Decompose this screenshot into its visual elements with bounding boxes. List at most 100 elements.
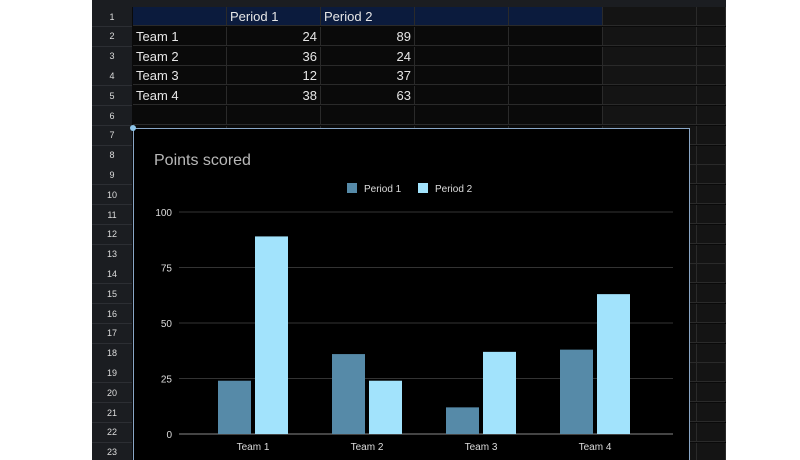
cell[interactable] xyxy=(133,106,227,125)
bar-period-1[interactable] xyxy=(332,354,365,434)
cell[interactable] xyxy=(603,7,697,26)
cell[interactable] xyxy=(509,66,603,86)
row-header[interactable]: 17 xyxy=(92,323,132,344)
cell[interactable] xyxy=(415,66,509,86)
cell[interactable] xyxy=(697,343,726,363)
cell[interactable] xyxy=(415,26,509,46)
row-header[interactable]: 16 xyxy=(92,304,132,324)
cell[interactable] xyxy=(415,46,509,66)
cell[interactable] xyxy=(697,422,726,442)
legend-label: Period 2 xyxy=(435,184,473,195)
cell[interactable]: Period 2 xyxy=(321,7,415,26)
bar-period-2[interactable] xyxy=(483,351,516,434)
bar-period-2[interactable] xyxy=(369,380,402,434)
cell[interactable] xyxy=(697,46,726,66)
row-header[interactable]: 5 xyxy=(92,86,132,107)
cell[interactable] xyxy=(697,185,726,205)
cell[interactable]: 24 xyxy=(227,26,321,46)
cell[interactable] xyxy=(697,165,726,185)
cell[interactable] xyxy=(509,7,603,26)
row-header[interactable]: 20 xyxy=(92,383,132,404)
cell[interactable]: 38 xyxy=(227,86,321,106)
row-header[interactable]: 14 xyxy=(92,264,132,285)
y-tick-label: 75 xyxy=(161,264,173,275)
cell[interactable] xyxy=(509,46,603,66)
cell[interactable] xyxy=(603,66,697,86)
cell[interactable]: 36 xyxy=(227,46,321,66)
cell[interactable] xyxy=(227,106,321,125)
row-header[interactable]: 11 xyxy=(92,205,132,225)
row-header[interactable]: 10 xyxy=(92,185,132,206)
cell[interactable] xyxy=(603,106,697,125)
chart-title: Points scored xyxy=(154,152,251,169)
cell[interactable] xyxy=(697,403,726,422)
cell[interactable] xyxy=(415,86,509,106)
cell[interactable] xyxy=(697,205,726,224)
cell[interactable] xyxy=(697,323,726,343)
cell[interactable] xyxy=(697,7,726,26)
chart-resize-handle[interactable] xyxy=(130,125,136,131)
row-header[interactable]: 12 xyxy=(92,224,132,245)
row-header[interactable]: 21 xyxy=(92,403,132,423)
bar-period-1[interactable] xyxy=(560,349,593,434)
cell[interactable] xyxy=(697,145,726,165)
cell[interactable] xyxy=(603,46,697,66)
row-header[interactable]: 22 xyxy=(92,422,132,443)
cell[interactable]: 12 xyxy=(227,66,321,86)
cell[interactable]: Period 1 xyxy=(227,7,321,26)
cell[interactable] xyxy=(697,125,726,145)
bar-period-1[interactable] xyxy=(446,407,479,434)
row-header[interactable]: 13 xyxy=(92,244,132,265)
row-header[interactable]: 19 xyxy=(92,363,132,384)
cell[interactable] xyxy=(603,86,697,106)
y-tick-label: 50 xyxy=(161,319,173,330)
cell[interactable]: 89 xyxy=(321,26,415,46)
row-header[interactable]: 9 xyxy=(92,165,132,186)
column-header-bar xyxy=(92,0,726,7)
cell[interactable] xyxy=(697,244,726,264)
row-header[interactable]: 3 xyxy=(92,46,132,67)
cell[interactable] xyxy=(509,106,603,125)
row-header[interactable]: 8 xyxy=(92,145,132,166)
cell[interactable] xyxy=(133,7,227,26)
cell[interactable] xyxy=(697,26,726,46)
cell[interactable] xyxy=(697,363,726,383)
row-header[interactable]: 7 xyxy=(92,125,132,146)
cell[interactable] xyxy=(509,26,603,46)
cell[interactable] xyxy=(509,86,603,106)
cell[interactable] xyxy=(697,304,726,323)
row-header[interactable]: 6 xyxy=(92,106,132,126)
legend-swatch xyxy=(418,183,428,193)
row-header[interactable]: 2 xyxy=(92,26,132,47)
cell[interactable] xyxy=(697,224,726,244)
cell[interactable]: Team 2 xyxy=(133,46,227,66)
cell[interactable]: Team 3 xyxy=(133,66,227,86)
cell[interactable]: Team 4 xyxy=(133,86,227,106)
cell[interactable] xyxy=(415,106,509,125)
cell[interactable]: 24 xyxy=(321,46,415,66)
cell[interactable] xyxy=(697,442,726,460)
x-tick-label: Team 4 xyxy=(579,442,612,453)
cell[interactable] xyxy=(697,264,726,284)
cell[interactable] xyxy=(321,106,415,125)
cell[interactable] xyxy=(697,86,726,106)
bar-period-2[interactable] xyxy=(255,236,288,434)
legend-swatch xyxy=(347,183,357,193)
cell[interactable] xyxy=(603,26,697,46)
bar-period-1[interactable] xyxy=(218,380,251,434)
row-header[interactable]: 15 xyxy=(92,284,132,305)
row-header[interactable]: 23 xyxy=(92,442,132,460)
row-header[interactable]: 18 xyxy=(92,343,132,364)
cell[interactable]: Team 1 xyxy=(133,26,227,46)
cell[interactable]: 37 xyxy=(321,66,415,86)
cell[interactable] xyxy=(697,284,726,304)
cell[interactable] xyxy=(415,7,509,26)
chart-points-scored[interactable]: Points scored Period 1 Period 2 0 25 50 75 100… xyxy=(133,128,690,460)
bar-period-2[interactable] xyxy=(597,294,630,434)
cell[interactable] xyxy=(697,106,726,125)
row-header[interactable]: 1 xyxy=(92,7,132,27)
cell[interactable]: 63 xyxy=(321,86,415,106)
cell[interactable] xyxy=(697,66,726,86)
cell[interactable] xyxy=(697,383,726,403)
row-header[interactable]: 4 xyxy=(92,66,132,87)
